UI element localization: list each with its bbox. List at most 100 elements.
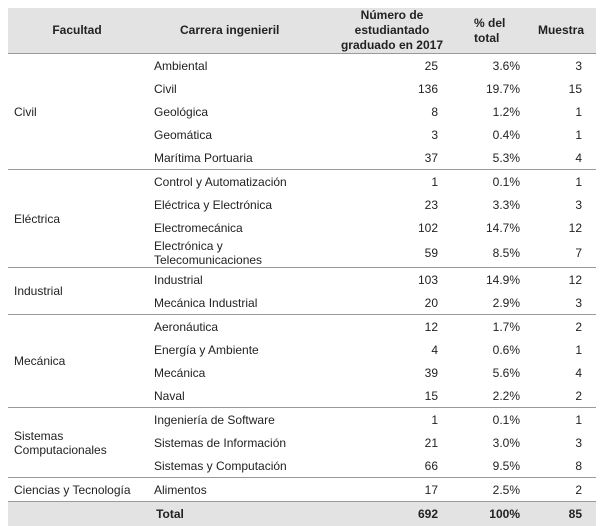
graduates-table: Facultad Carrera ingenieril Número de es… xyxy=(8,8,596,526)
numero-cell: 1 xyxy=(332,170,452,194)
numero-cell: 20 xyxy=(332,291,452,315)
numero-cell: 21 xyxy=(332,431,452,454)
table-footer: Total 692 100% 85 xyxy=(8,502,596,526)
carrera-cell: Marítima Portuaria xyxy=(146,146,332,170)
porcentaje-cell: 3.3% xyxy=(452,193,526,216)
header-muestra: Muestra xyxy=(526,8,596,54)
facultad-cell: Eléctrica xyxy=(8,170,146,268)
carrera-cell: Alimentos xyxy=(146,478,332,502)
muestra-cell: 3 xyxy=(526,54,596,78)
muestra-cell: 7 xyxy=(526,239,596,268)
porcentaje-cell: 14.7% xyxy=(452,216,526,239)
carrera-cell: Electromecánica xyxy=(146,216,332,239)
header-numero: Número de estudiantado graduado en 2017 xyxy=(332,8,452,54)
porcentaje-cell: 8.5% xyxy=(452,239,526,268)
porcentaje-cell: 14.9% xyxy=(452,268,526,292)
total-label: Total xyxy=(8,502,332,526)
porcentaje-cell: 0.6% xyxy=(452,338,526,361)
carrera-cell: Control y Automatización xyxy=(146,170,332,194)
muestra-cell: 2 xyxy=(526,384,596,408)
carrera-cell: Eléctrica y Electrónica xyxy=(146,193,332,216)
porcentaje-cell: 19.7% xyxy=(452,77,526,100)
carrera-cell: Geomática xyxy=(146,123,332,146)
carrera-cell: Sistemas de Información xyxy=(146,431,332,454)
numero-cell: 12 xyxy=(332,315,452,339)
muestra-cell: 2 xyxy=(526,315,596,339)
porcentaje-cell: 2.9% xyxy=(452,291,526,315)
numero-cell: 102 xyxy=(332,216,452,239)
carrera-cell: Aeronáutica xyxy=(146,315,332,339)
numero-cell: 8 xyxy=(332,100,452,123)
porcentaje-cell: 0.1% xyxy=(452,170,526,194)
facultad-cell: Industrial xyxy=(8,268,146,315)
muestra-cell: 3 xyxy=(526,291,596,315)
numero-cell: 4 xyxy=(332,338,452,361)
carrera-cell: Naval xyxy=(146,384,332,408)
numero-cell: 66 xyxy=(332,454,452,478)
porcentaje-cell: 1.2% xyxy=(452,100,526,123)
numero-cell: 59 xyxy=(332,239,452,268)
muestra-cell: 3 xyxy=(526,193,596,216)
header-row: Facultad Carrera ingenieril Número de es… xyxy=(8,8,596,54)
header-carrera: Carrera ingenieril xyxy=(146,8,332,54)
total-row: Total 692 100% 85 xyxy=(8,502,596,526)
carrera-cell: Electrónica y Telecomunicaciones xyxy=(146,239,332,268)
muestra-cell: 1 xyxy=(526,100,596,123)
facultad-cell: Sistemas Computacionales xyxy=(8,408,146,478)
porcentaje-cell: 0.4% xyxy=(452,123,526,146)
facultad-cell: Mecánica xyxy=(8,315,146,408)
carrera-cell: Ambiental xyxy=(146,54,332,78)
carrera-cell: Mecánica xyxy=(146,361,332,384)
header-porcentaje: % del total xyxy=(452,8,526,54)
muestra-cell: 12 xyxy=(526,268,596,292)
numero-cell: 17 xyxy=(332,478,452,502)
muestra-cell: 1 xyxy=(526,123,596,146)
muestra-cell: 1 xyxy=(526,170,596,194)
porcentaje-cell: 5.3% xyxy=(452,146,526,170)
muestra-cell: 4 xyxy=(526,146,596,170)
muestra-cell: 1 xyxy=(526,408,596,432)
muestra-cell: 1 xyxy=(526,338,596,361)
numero-cell: 25 xyxy=(332,54,452,78)
muestra-cell: 15 xyxy=(526,77,596,100)
muestra-cell: 8 xyxy=(526,454,596,478)
carrera-cell: Geológica xyxy=(146,100,332,123)
muestra-cell: 12 xyxy=(526,216,596,239)
numero-cell: 136 xyxy=(332,77,452,100)
numero-cell: 37 xyxy=(332,146,452,170)
document-page: Facultad Carrera ingenieril Número de es… xyxy=(0,0,604,513)
carrera-cell: Sistemas y Computación xyxy=(146,454,332,478)
porcentaje-cell: 1.7% xyxy=(452,315,526,339)
total-porcentaje: 100% xyxy=(452,502,526,526)
porcentaje-cell: 0.1% xyxy=(452,408,526,432)
carrera-cell: Civil xyxy=(146,77,332,100)
porcentaje-cell: 2.2% xyxy=(452,384,526,408)
total-numero: 692 xyxy=(332,502,452,526)
muestra-cell: 4 xyxy=(526,361,596,384)
carrera-cell: Industrial xyxy=(146,268,332,292)
porcentaje-cell: 2.5% xyxy=(452,478,526,502)
numero-cell: 3 xyxy=(332,123,452,146)
facultad-cell: Civil xyxy=(8,54,146,170)
facultad-cell: Ciencias y Tecnología xyxy=(8,478,146,502)
header-facultad: Facultad xyxy=(8,8,146,54)
numero-cell: 39 xyxy=(332,361,452,384)
carrera-cell: Energía y Ambiente xyxy=(146,338,332,361)
table-header: Facultad Carrera ingenieril Número de es… xyxy=(8,8,596,54)
numero-cell: 15 xyxy=(332,384,452,408)
numero-cell: 103 xyxy=(332,268,452,292)
total-muestra: 85 xyxy=(526,502,596,526)
carrera-cell: Mecánica Industrial xyxy=(146,291,332,315)
numero-cell: 1 xyxy=(332,408,452,432)
numero-cell: 23 xyxy=(332,193,452,216)
porcentaje-cell: 3.6% xyxy=(452,54,526,78)
porcentaje-cell: 9.5% xyxy=(452,454,526,478)
muestra-cell: 2 xyxy=(526,478,596,502)
